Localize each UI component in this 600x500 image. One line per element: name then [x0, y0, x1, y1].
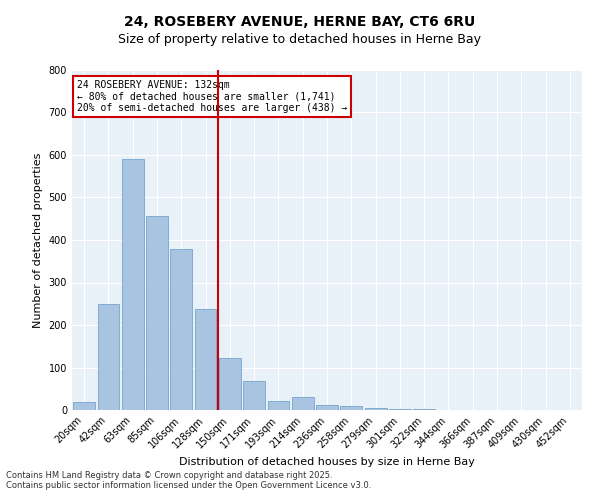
Y-axis label: Number of detached properties: Number of detached properties — [33, 152, 43, 328]
Bar — [292, 397, 314, 410]
Bar — [219, 358, 241, 410]
Text: 24 ROSEBERY AVENUE: 132sqm
← 80% of detached houses are smaller (1,741)
20% of s: 24 ROSEBERY AVENUE: 132sqm ← 80% of deta… — [77, 80, 347, 114]
Bar — [170, 250, 192, 410]
Bar — [316, 405, 338, 410]
Bar — [340, 406, 362, 410]
Bar — [194, 309, 217, 410]
Bar — [365, 408, 386, 410]
Bar — [389, 408, 411, 410]
Bar — [268, 400, 289, 410]
Text: Contains HM Land Registry data © Crown copyright and database right 2025.
Contai: Contains HM Land Registry data © Crown c… — [6, 470, 371, 490]
Bar — [122, 159, 143, 410]
Text: 24, ROSEBERY AVENUE, HERNE BAY, CT6 6RU: 24, ROSEBERY AVENUE, HERNE BAY, CT6 6RU — [124, 15, 476, 29]
Bar — [413, 409, 435, 410]
Bar — [73, 402, 95, 410]
X-axis label: Distribution of detached houses by size in Herne Bay: Distribution of detached houses by size … — [179, 456, 475, 466]
Bar — [146, 216, 168, 410]
Bar — [243, 381, 265, 410]
Bar — [97, 304, 119, 410]
Text: Size of property relative to detached houses in Herne Bay: Size of property relative to detached ho… — [119, 32, 482, 46]
